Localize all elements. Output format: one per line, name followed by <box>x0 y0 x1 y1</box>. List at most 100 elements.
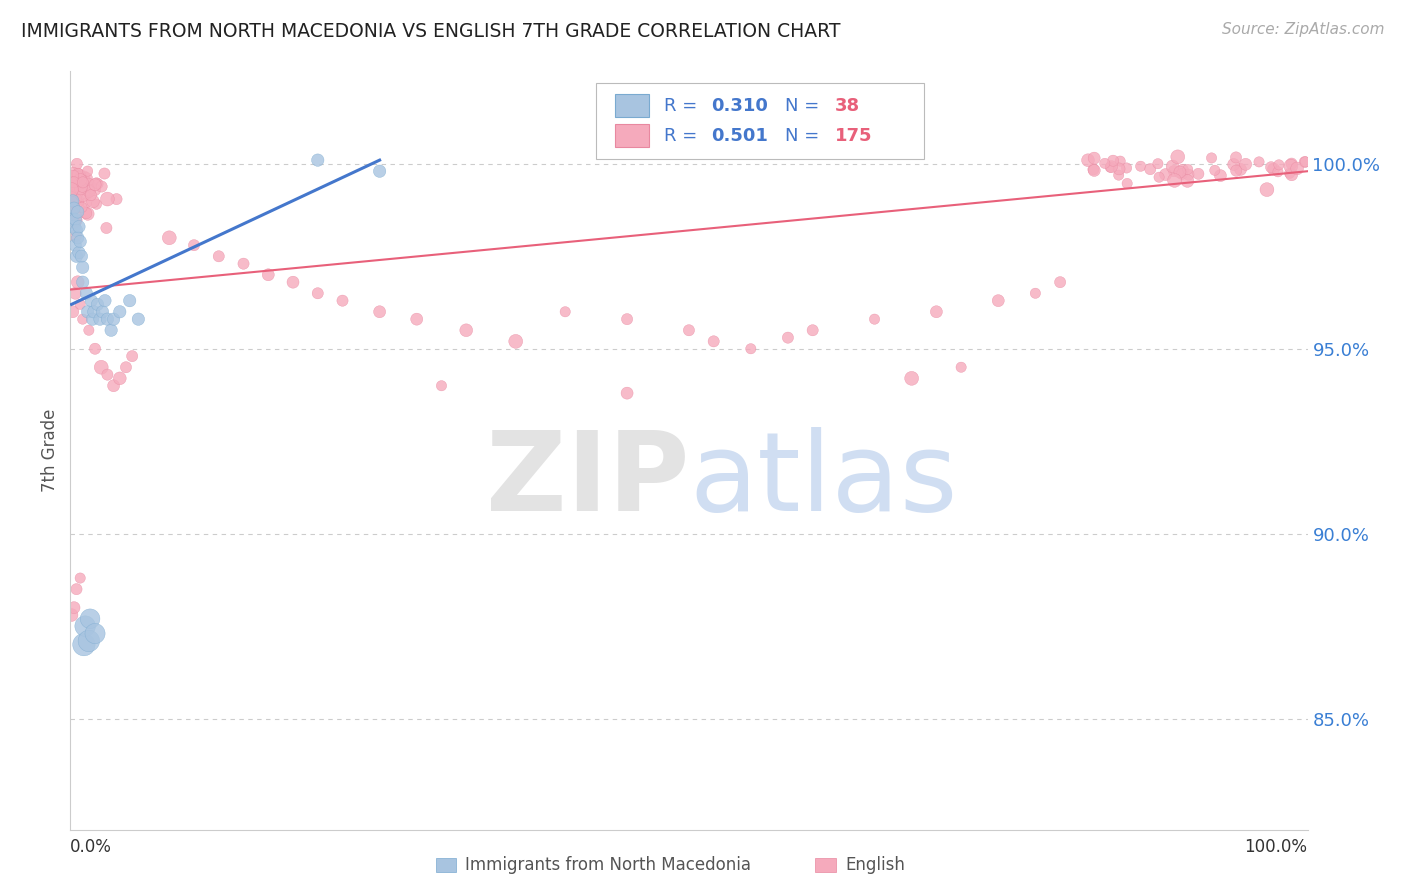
Point <box>65 249 87 263</box>
Point <box>96 312 118 326</box>
Point <box>65 228 87 243</box>
Point <box>157 231 180 245</box>
Point <box>1268 158 1291 172</box>
Bar <box>614 124 650 147</box>
Point <box>67 167 90 181</box>
Point <box>1263 162 1285 177</box>
Point <box>105 192 128 206</box>
Point <box>63 201 86 215</box>
Point <box>63 175 86 189</box>
Point <box>1147 157 1170 171</box>
Text: 175: 175 <box>835 127 873 145</box>
Point <box>1229 162 1251 177</box>
Point <box>307 286 329 301</box>
Point <box>103 378 125 392</box>
Point <box>69 168 91 182</box>
Point <box>86 297 108 311</box>
Point <box>72 187 94 202</box>
Text: IMMIGRANTS FROM NORTH MACEDONIA VS ENGLISH 7TH GRADE CORRELATION CHART: IMMIGRANTS FROM NORTH MACEDONIA VS ENGLI… <box>21 22 841 41</box>
Point <box>63 201 86 215</box>
Point <box>1115 161 1137 175</box>
Point <box>60 181 83 195</box>
Point <box>69 173 91 187</box>
Point <box>430 378 453 392</box>
Point <box>1222 157 1244 171</box>
Point <box>1225 150 1247 164</box>
Point <box>1247 155 1270 169</box>
Point <box>1108 161 1130 176</box>
Point <box>60 182 83 196</box>
Point <box>83 183 105 197</box>
Point <box>62 211 84 225</box>
Point <box>67 245 90 260</box>
Text: 38: 38 <box>835 96 860 115</box>
Point <box>70 200 93 214</box>
Point <box>66 157 89 171</box>
Point <box>66 205 89 219</box>
Point <box>73 205 96 219</box>
Point <box>77 183 100 197</box>
Point <box>616 386 638 401</box>
Point <box>83 305 105 319</box>
Point <box>60 182 83 196</box>
Point <box>77 323 100 337</box>
Point <box>1168 165 1191 179</box>
Point <box>69 297 91 311</box>
Point <box>75 206 97 220</box>
Point <box>183 238 205 252</box>
Point <box>62 179 84 194</box>
Point <box>987 293 1010 308</box>
Point <box>84 342 107 356</box>
Point <box>678 323 700 337</box>
Point <box>121 349 143 363</box>
Point <box>100 323 122 337</box>
Point <box>86 176 108 190</box>
Point <box>84 626 107 640</box>
Point <box>65 199 87 213</box>
Point <box>60 188 83 202</box>
Point <box>1260 160 1282 174</box>
Text: R =: R = <box>664 127 703 145</box>
Point <box>208 249 231 263</box>
Point <box>232 257 254 271</box>
Point <box>76 187 98 202</box>
Point <box>60 194 83 209</box>
Point <box>62 169 84 183</box>
Point <box>72 275 94 289</box>
Point <box>456 323 478 337</box>
Point <box>1171 167 1194 181</box>
Point <box>73 638 96 652</box>
Point <box>80 293 103 308</box>
Point <box>65 192 87 206</box>
Point <box>1286 161 1309 176</box>
Point <box>368 164 391 178</box>
Point <box>505 334 527 349</box>
Point <box>62 194 84 208</box>
Point <box>72 312 94 326</box>
Point <box>950 360 973 375</box>
Point <box>1171 163 1194 178</box>
Point <box>62 194 84 208</box>
Point <box>60 190 83 204</box>
Point <box>1187 167 1209 181</box>
Point <box>1102 153 1125 168</box>
Point <box>62 166 84 180</box>
FancyBboxPatch shape <box>596 83 924 159</box>
Point <box>75 619 97 633</box>
Point <box>67 219 90 234</box>
Text: R =: R = <box>664 96 703 115</box>
Point <box>776 331 799 345</box>
Text: Source: ZipAtlas.com: Source: ZipAtlas.com <box>1222 22 1385 37</box>
Point <box>65 180 87 194</box>
Text: 100.0%: 100.0% <box>1244 838 1308 856</box>
Point <box>70 249 93 263</box>
Point <box>60 205 83 219</box>
Point <box>75 286 97 301</box>
Bar <box>614 95 650 117</box>
Point <box>1201 151 1223 165</box>
Point <box>84 178 107 192</box>
Point <box>1279 159 1302 173</box>
Point <box>1209 169 1232 183</box>
Point <box>925 305 948 319</box>
Text: N =: N = <box>786 127 825 145</box>
